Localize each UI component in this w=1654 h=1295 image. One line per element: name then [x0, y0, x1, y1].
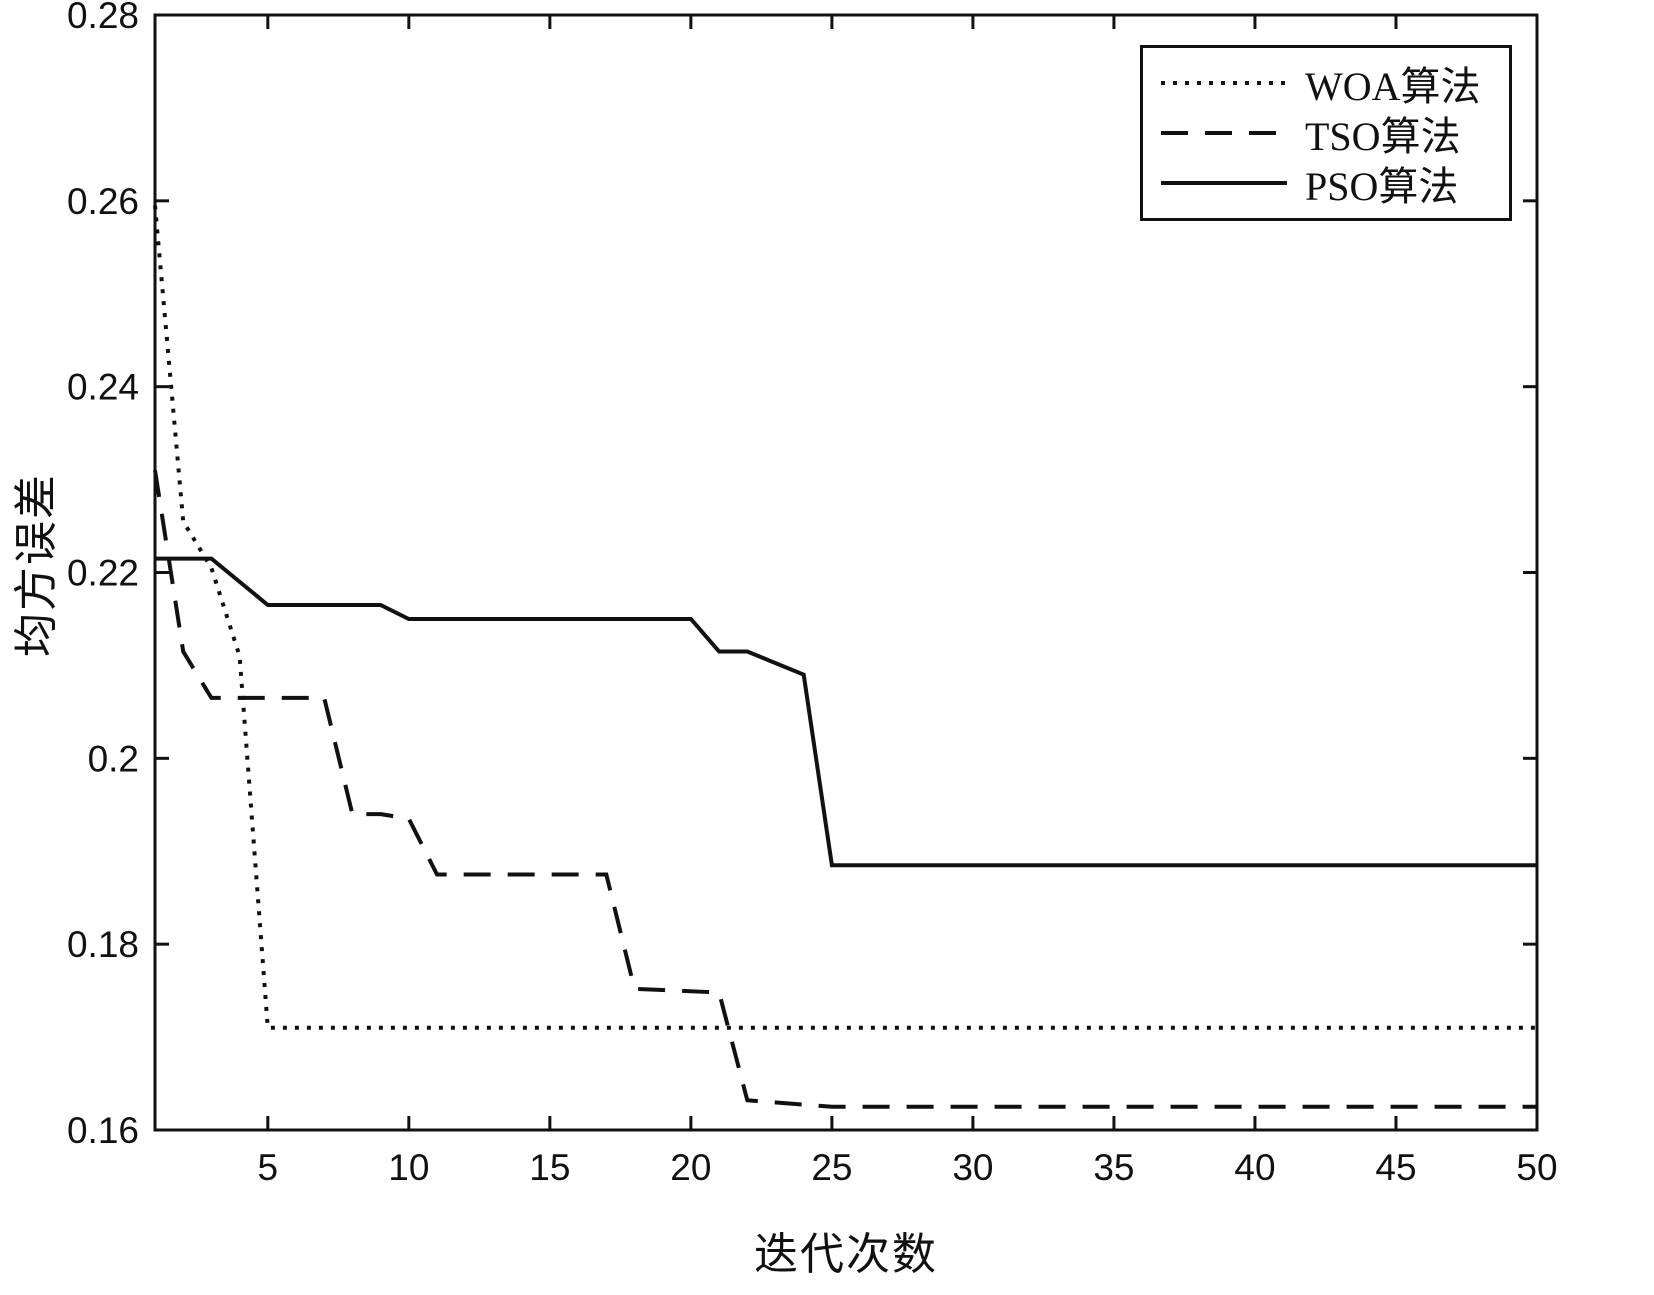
x-tick-label: 15	[529, 1147, 570, 1188]
x-tick-label: 35	[1093, 1147, 1134, 1188]
series-line-solid	[155, 556, 1537, 868]
y-axis-label: 均方误差	[12, 473, 61, 657]
x-axis-label: 迭代次数	[754, 1230, 938, 1279]
legend-label: WOA算法	[1305, 64, 1481, 109]
y-tick-label: 0.16	[67, 1110, 139, 1151]
x-tick-label: 40	[1234, 1147, 1275, 1188]
y-tick-label: 0.24	[67, 367, 139, 408]
x-tick-label: 25	[811, 1147, 852, 1188]
legend-line-sample-solid	[1161, 181, 1287, 185]
x-tick-label: 10	[388, 1147, 429, 1188]
y-tick-label: 0.18	[67, 924, 139, 965]
y-tick-label: 0.2	[88, 738, 139, 779]
legend-line-sample-dashed	[1161, 131, 1287, 135]
legend: WOA算法 TSO算法 PSO算法	[1140, 45, 1512, 221]
y-tick-label: 0.22	[67, 553, 139, 594]
legend-line-sample-dotted	[1161, 81, 1287, 85]
legend-label: PSO算法	[1305, 164, 1459, 209]
legend-item: TSO算法	[1143, 108, 1509, 159]
legend-item: PSO算法	[1143, 158, 1509, 209]
x-tick-label: 20	[670, 1147, 711, 1188]
x-tick-label: 45	[1375, 1147, 1416, 1188]
legend-item: WOA算法	[1143, 58, 1509, 109]
series-line-dashed	[153, 469, 1537, 1109]
series-line-dotted	[153, 205, 1537, 1030]
x-tick-label: 30	[952, 1147, 993, 1188]
x-tick-label: 50	[1516, 1147, 1557, 1188]
x-tick-label: 5	[258, 1147, 279, 1188]
y-tick-label: 0.26	[67, 181, 139, 222]
y-tick-label: 0.28	[67, 0, 139, 36]
legend-label: TSO算法	[1305, 114, 1461, 159]
